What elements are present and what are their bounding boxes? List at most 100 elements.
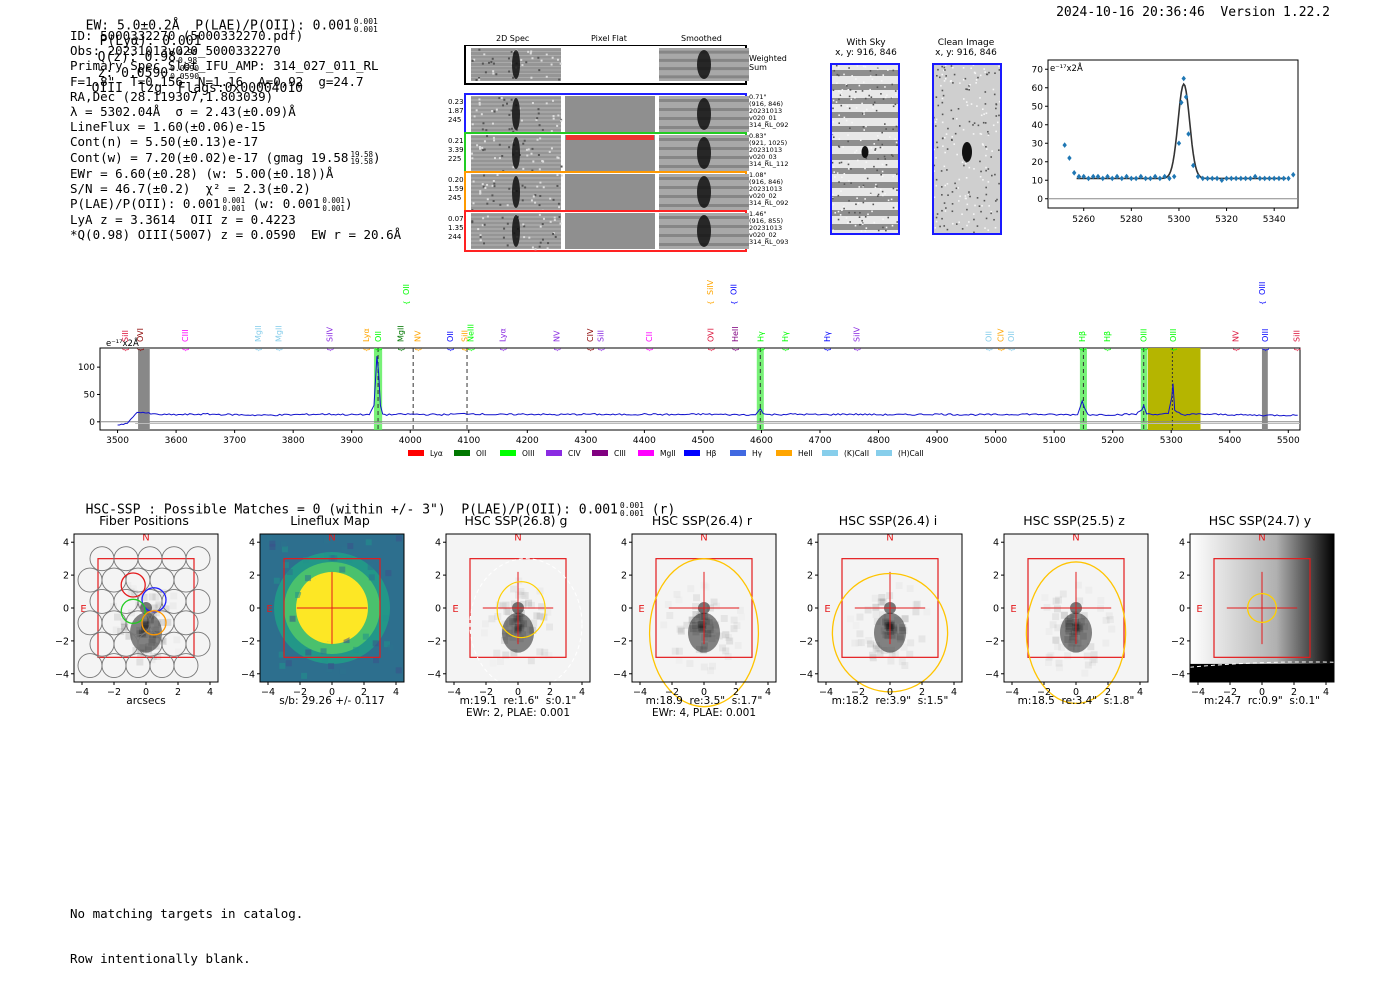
- noise-pixel: [526, 154, 529, 157]
- cutout-row-stats: 0.23 1.87 245: [448, 98, 464, 125]
- hsc-y-tick-label: −4: [1171, 669, 1185, 680]
- row-meta-line: 314_RL_093: [749, 238, 789, 246]
- row-stat: 245: [448, 116, 462, 124]
- noise-pixel: [549, 197, 552, 200]
- fit-y-tick-label: 0: [1037, 195, 1043, 205]
- noise-pixel: [538, 245, 541, 248]
- stamp-noise: [973, 122, 976, 124]
- pixel-flat-image: [565, 96, 655, 132]
- galaxy-pixel: [1052, 613, 1060, 621]
- stamp-noise: [896, 189, 898, 191]
- noise-pixel: [539, 241, 542, 244]
- galaxy-pixel: [1083, 652, 1091, 660]
- lineflux-pixel: [362, 633, 369, 640]
- stamp-noise: [832, 203, 835, 206]
- noise-pixel: [536, 117, 539, 120]
- stamp-noise: [877, 193, 880, 196]
- galaxy-pixel: [1090, 651, 1098, 659]
- galaxy-pixel: [709, 663, 716, 670]
- stamp-noise: [863, 113, 865, 115]
- line-id-label: OII {: [402, 284, 411, 305]
- galaxy-pixel: [510, 649, 518, 657]
- noise-pixel: [478, 145, 481, 148]
- stamp-noise: [968, 120, 971, 123]
- legend-label: Hγ: [752, 449, 763, 458]
- line-id-label: CIV {: [586, 328, 595, 352]
- noise-pixel: [535, 119, 538, 122]
- lineflux-pixel: [285, 660, 292, 667]
- aperture-ellipse: [496, 581, 546, 639]
- stamp-noise: [855, 203, 857, 206]
- stamp-noise: [895, 125, 898, 128]
- stamp-noise: [943, 69, 945, 72]
- galaxy-pixel: [901, 615, 909, 623]
- line-id-text: OII: [374, 331, 383, 342]
- hsc-panel: Lineflux Map N E −4 −4 −2 −2 0 0 2 2 4 4 s/b: 29.26 +…: [236, 510, 420, 725]
- noise-pixel: [539, 225, 542, 228]
- noise-pixel: [536, 185, 539, 188]
- noise-pixel: [531, 169, 534, 172]
- lineflux-pixel: [341, 546, 348, 553]
- stamp-noise: [988, 71, 990, 74]
- noise-pixel: [538, 69, 541, 72]
- lineflux-pixel: [266, 535, 273, 542]
- stamp-noise: [935, 118, 938, 121]
- legend-swatch: [730, 450, 746, 456]
- galaxy-pixel: [497, 658, 504, 665]
- noise-pixel: [559, 62, 562, 65]
- line-id-label: OII {: [985, 331, 994, 352]
- line-id-text: NV: [553, 330, 562, 342]
- hsc-panel-caption: m:18.2 re:3.9" s:1.5": [831, 695, 949, 707]
- galaxy-pixel: [159, 637, 167, 645]
- noise-pixel: [478, 77, 481, 80]
- galaxy-pixel: [869, 651, 877, 659]
- noise-pixel: [539, 137, 542, 140]
- galaxy-pixel: [879, 598, 887, 606]
- line-id-text: OIII: [1169, 329, 1178, 342]
- lineflux-pixel: [395, 667, 402, 674]
- line-id-label: OIII {: [1258, 282, 1267, 305]
- stamp-noise: [854, 96, 856, 99]
- stamp-noise: [874, 147, 877, 150]
- galaxy-pixel: [120, 623, 128, 631]
- aperture-box: [283, 558, 381, 658]
- row-stat: 1.35: [448, 224, 464, 232]
- hsc-y-tick-label: 2: [993, 571, 999, 582]
- stamp-noise: [984, 122, 987, 124]
- stamp-noise: [934, 227, 937, 229]
- hsc-x-tick-label: −2: [293, 687, 307, 698]
- legend-swatch: [592, 450, 608, 456]
- noise-pixel: [510, 50, 513, 53]
- legend-label: HeII: [798, 449, 813, 458]
- stamp-noise: [941, 194, 943, 196]
- stamp-noise: [891, 83, 894, 86]
- compass-north: N: [700, 533, 707, 544]
- stamp-noise: [954, 182, 956, 185]
- galaxy-pixel: [923, 608, 930, 615]
- stamp-noise: [994, 173, 996, 176]
- noise-pixel: [483, 148, 486, 151]
- stamp-noise: [982, 144, 984, 146]
- stamp-noise: [865, 125, 867, 128]
- hsc-panel-image: N E −4 −4 −2 −2 0 0 2 2 4 4: [427, 533, 591, 698]
- stamp-noise: [847, 222, 849, 224]
- stamp-noise: [990, 210, 992, 213]
- stamp-noise: [882, 98, 885, 100]
- cutout-header-2dspec: 2D Spec: [496, 34, 530, 43]
- stamp-noise: [873, 101, 876, 104]
- cutout-grid: 2D Spec Pixel Flat Smoothed Weighted Sum…: [446, 33, 789, 255]
- stamp-noise: [838, 114, 840, 117]
- stamp-noise: [956, 153, 958, 156]
- stamp-noise: [848, 95, 851, 98]
- stamp-noise: [862, 185, 864, 188]
- line-fit-plot: e⁻¹⁷x2Å 0 10 20 30 40 50 60 70 5260 5280 5300 5320 53…: [1032, 59, 1299, 225]
- noise-pixel: [507, 57, 510, 60]
- noise-pixel: [525, 61, 528, 64]
- line-id-text: OII: [402, 284, 411, 295]
- stamp-noise: [896, 221, 899, 223]
- stamp-noise: [880, 173, 882, 176]
- line-id-label: MgII {: [254, 325, 263, 352]
- aperture-ellipse: [1025, 561, 1127, 705]
- line-id-bracket: {: [1141, 348, 1149, 352]
- stamp-noise: [982, 108, 984, 111]
